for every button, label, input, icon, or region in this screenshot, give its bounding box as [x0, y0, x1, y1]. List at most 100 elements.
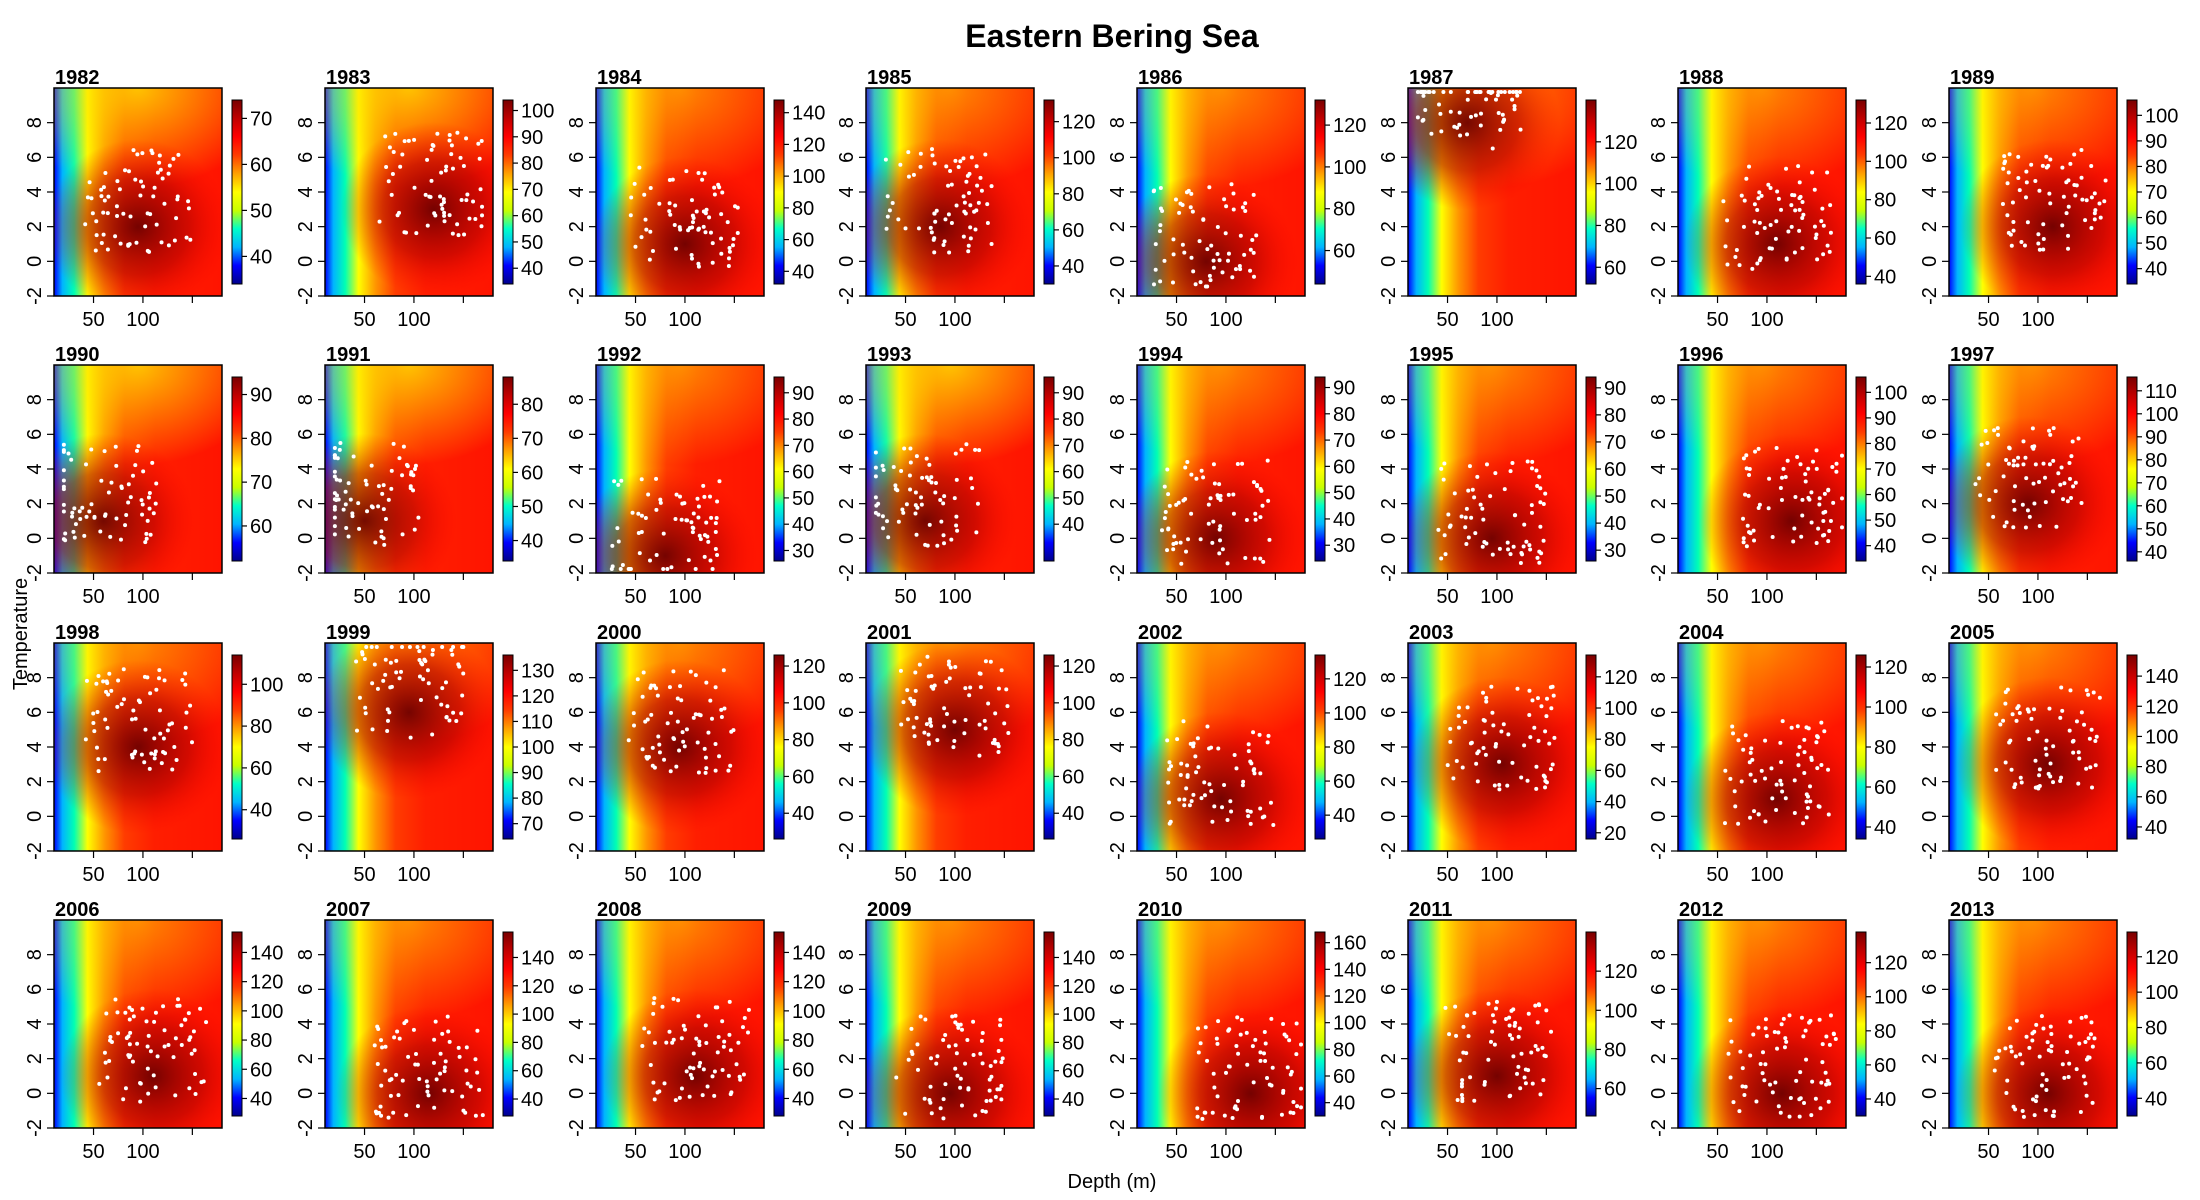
observation-point: [1448, 739, 1453, 744]
observation-point: [2103, 178, 2108, 183]
x-tick-label: 100: [668, 1141, 701, 1163]
observation-point: [1502, 487, 1507, 492]
observation-point: [1515, 1071, 1520, 1076]
y-tick-label: 0: [836, 811, 858, 822]
observation-point: [1258, 556, 1263, 561]
observation-point: [710, 1074, 715, 1079]
heatmap-field: [325, 920, 493, 1128]
observation-point: [1512, 103, 1517, 108]
observation-point: [343, 489, 348, 494]
observation-point: [686, 228, 691, 233]
x-tick-label: 100: [668, 864, 701, 886]
observation-point: [1812, 224, 1817, 229]
observation-point: [2029, 716, 2034, 721]
observation-point: [1801, 1034, 1806, 1039]
observation-point: [124, 1035, 129, 1040]
observation-point: [135, 152, 140, 157]
x-tick-label: 100: [1209, 309, 1242, 331]
observation-point: [1522, 743, 1527, 748]
observation-point: [70, 514, 75, 519]
observation-point: [924, 722, 929, 727]
observation-point: [445, 704, 450, 709]
observation-point: [2068, 1019, 2073, 1024]
y-tick-label: 8: [24, 949, 46, 960]
x-tick-label: 50: [1165, 309, 1187, 331]
observation-point: [646, 492, 651, 497]
observation-point: [391, 1110, 396, 1115]
observation-point: [2074, 719, 2079, 724]
observation-point: [1234, 766, 1239, 771]
observation-point: [704, 1040, 709, 1045]
observation-point: [1421, 90, 1426, 94]
colorbar-tick-label: 60: [2145, 208, 2167, 230]
observation-point: [973, 1113, 978, 1118]
observation-point: [1752, 219, 1757, 224]
observation-point: [473, 217, 478, 222]
observation-point: [674, 764, 679, 769]
y-tick-label: 6: [1919, 707, 1941, 718]
observation-point: [731, 728, 736, 733]
observation-point: [947, 676, 952, 681]
observation-point: [1747, 473, 1752, 478]
colorbar-tick-label: 40: [1604, 792, 1626, 814]
observation-point: [673, 203, 678, 208]
observation-point: [465, 1081, 470, 1086]
colorbar-tick-label: 120: [1874, 953, 1907, 975]
colorbar-tick-label: 60: [250, 516, 272, 538]
colorbar-tick-label: 60: [792, 230, 814, 252]
observation-point: [1493, 741, 1498, 746]
observation-point: [2013, 1107, 2018, 1112]
observation-point: [103, 513, 108, 518]
observation-points: [626, 668, 736, 775]
observation-point: [1726, 1051, 1731, 1056]
observation-point: [444, 714, 449, 719]
colorbar: [231, 654, 243, 840]
observation-point: [1231, 191, 1236, 196]
observation-point: [2022, 243, 2027, 248]
observation-point: [958, 1022, 963, 1027]
observation-point: [1198, 1041, 1203, 1046]
observation-point: [966, 1086, 971, 1091]
observation-point: [1543, 491, 1548, 496]
observation-point: [1438, 111, 1443, 116]
observation-point: [973, 447, 978, 452]
observation-point: [1253, 511, 1258, 516]
observation-point: [688, 1072, 693, 1077]
observation-point: [1537, 549, 1542, 554]
observation-point: [2037, 773, 2042, 778]
observation-point: [654, 686, 659, 691]
colorbar-tick-label: 60: [250, 758, 272, 780]
observation-point: [932, 250, 937, 255]
observation-point: [966, 249, 971, 254]
y-tick-label: 2: [1919, 1053, 1941, 1064]
observation-point: [1466, 90, 1471, 94]
observation-point: [704, 766, 709, 771]
observation-point: [964, 442, 969, 447]
observation-point: [1809, 1113, 1814, 1118]
observation-point: [438, 1051, 443, 1056]
observation-point: [2060, 223, 2065, 228]
observation-point: [1809, 520, 1814, 525]
y-tick-label: 2: [295, 221, 317, 232]
observation-point: [712, 1093, 717, 1098]
observation-point: [154, 222, 159, 227]
colorbar-tick-label: 60: [1062, 766, 1084, 788]
observation-point: [710, 260, 715, 265]
x-tick-label: 100: [397, 309, 430, 331]
heatmap-hot-core: [1408, 988, 1576, 1128]
observation-point: [964, 179, 969, 184]
colorbar-tick-label: 70: [521, 814, 543, 836]
observation-point: [894, 1075, 899, 1080]
observation-point: [104, 1011, 109, 1016]
observation-point: [2084, 1093, 2089, 1098]
y-tick-label: 0: [1378, 533, 1400, 544]
observation-point: [1745, 523, 1750, 528]
observation-point: [1238, 1032, 1243, 1037]
observation-point: [703, 770, 708, 775]
observation-point: [691, 511, 696, 516]
observation-point: [1793, 208, 1798, 213]
x-tick-label: 100: [1750, 1141, 1783, 1163]
observation-point: [693, 673, 698, 678]
y-tick-label: 8: [1648, 949, 1670, 960]
